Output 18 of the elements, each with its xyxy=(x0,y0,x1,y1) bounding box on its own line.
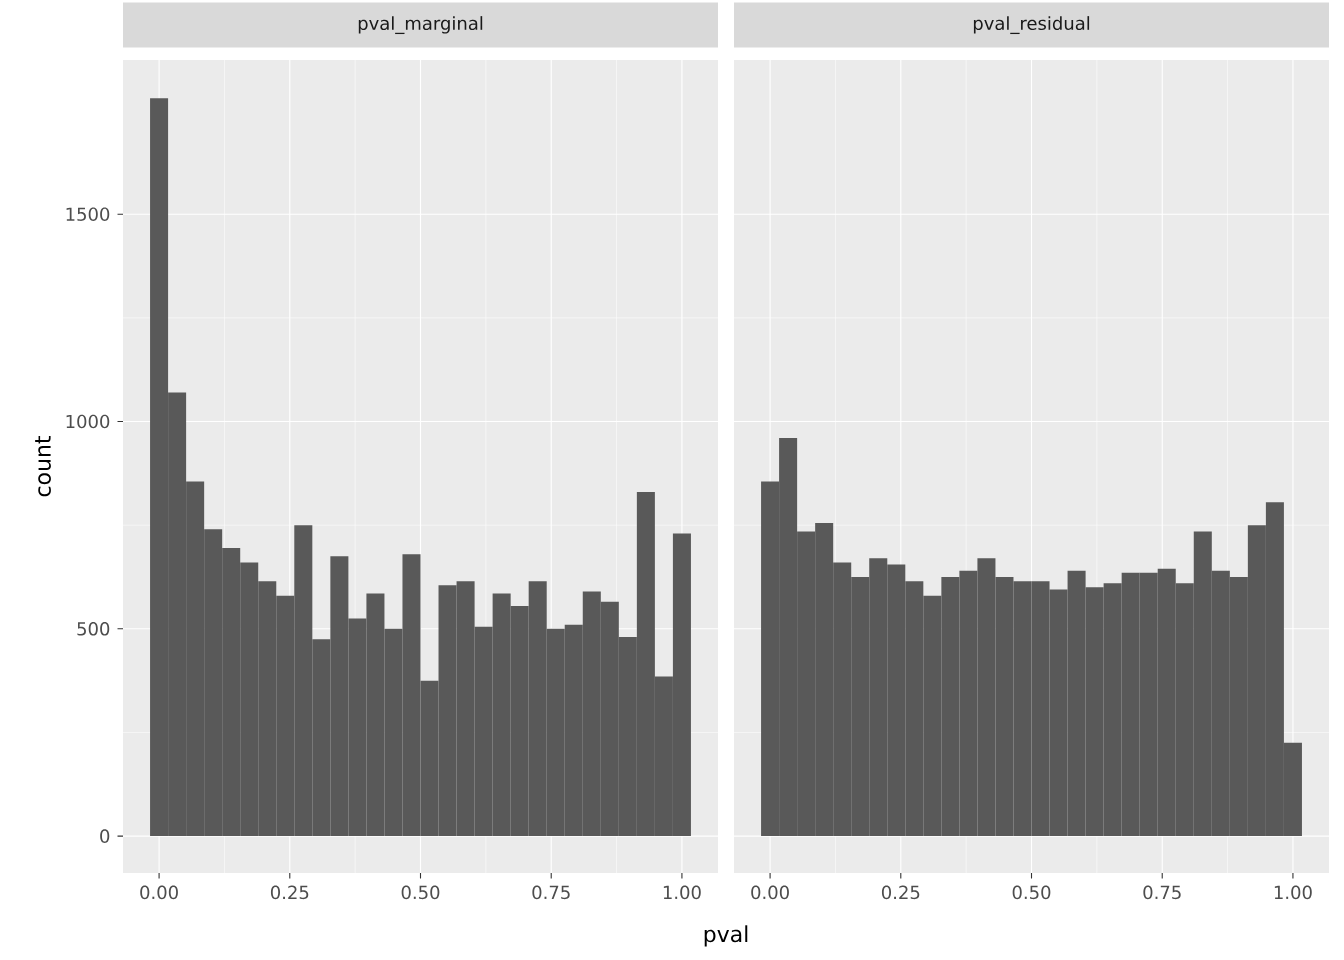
x-tick-label: 0.00 xyxy=(751,885,789,900)
x-tick-label: 0.50 xyxy=(401,885,440,900)
x-tick-label: 0.00 xyxy=(140,885,178,900)
x-tick-label: 0.25 xyxy=(881,885,920,900)
y-tick-label: 500 xyxy=(77,621,110,636)
x-tick-label: 1.00 xyxy=(1274,885,1312,900)
x-axis-title: pval xyxy=(704,925,748,947)
x-tick-label: 0.50 xyxy=(1012,885,1051,900)
x-tick-label: 1.00 xyxy=(663,885,701,900)
chart-title: pval_marginal xyxy=(358,16,483,35)
x-tick-label: 0.75 xyxy=(1143,885,1181,900)
x-tick-label: 0.25 xyxy=(270,885,309,900)
chart-title: pval_residual xyxy=(973,16,1090,35)
y-tick-label: 1000 xyxy=(66,414,110,429)
y-tick-label: 1500 xyxy=(66,207,110,222)
y-axis-title: count xyxy=(35,435,51,497)
x-tick-label: 0.75 xyxy=(532,885,570,900)
y-tick-label: 0 xyxy=(100,829,110,843)
